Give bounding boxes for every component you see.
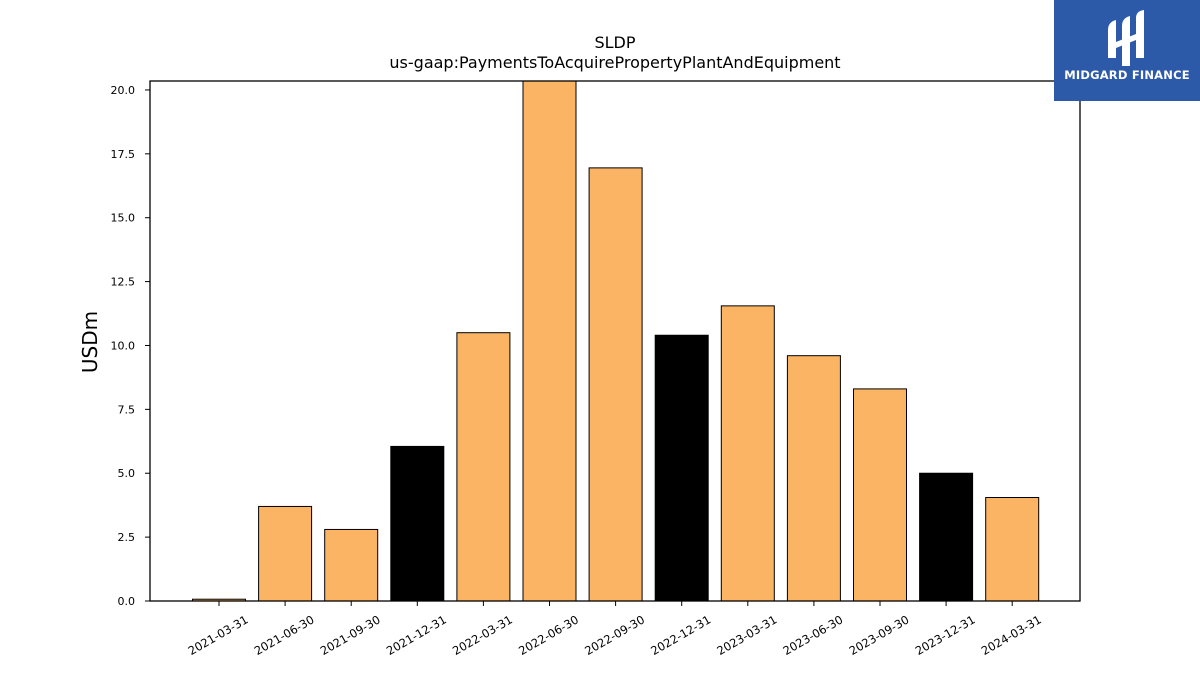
bar-2022-12-31 (654, 334, 709, 602)
chart-title: SLDP (594, 33, 635, 52)
chart-subtitle: us-gaap:PaymentsToAcquirePropertyPlantAn… (389, 53, 840, 72)
x-tick-label: 2024-03-31 (979, 612, 1044, 658)
x-tick-label: 2023-03-31 (714, 612, 779, 658)
bar-2021-12-31 (390, 445, 445, 602)
bar-2023-06-30 (786, 355, 841, 602)
x-tick-label: 2021-03-31 (186, 612, 251, 658)
bar-2023-12-31 (919, 472, 974, 602)
bar-2023-09-30 (853, 388, 907, 602)
y-tick-label: 2.5 (118, 531, 136, 544)
bar-2022-09-30 (588, 167, 643, 602)
y-tick-label: 12.5 (111, 276, 136, 289)
y-tick-label: 0.0 (118, 595, 136, 608)
bar-2021-09-30 (324, 528, 379, 602)
x-tick-label: 2023-09-30 (847, 612, 912, 658)
bar-2023-03-31 (720, 305, 775, 602)
plot-frame (149, 80, 1081, 602)
x-tick-label: 2022-03-31 (450, 612, 515, 658)
y-tick-label: 20.0 (111, 84, 136, 97)
x-tick-label: 2023-12-31 (913, 612, 978, 658)
logo-mark-icon (1108, 10, 1144, 66)
bars-group (192, 80, 1040, 602)
y-tick-label: 17.5 (111, 148, 136, 161)
x-tick-label: 2022-12-31 (648, 612, 713, 658)
x-tick-label: 2022-09-30 (582, 612, 647, 658)
x-tick-label: 2021-12-31 (384, 612, 449, 658)
x-axis: 2021-03-31 2021-06-30 2021-09-30 2021-12-31… (186, 601, 1044, 658)
y-tick-label: 15.0 (111, 212, 136, 225)
bar-2021-06-30 (258, 505, 313, 602)
y-tick-label: 5.0 (118, 467, 136, 480)
x-tick-label: 2022-06-30 (516, 612, 581, 658)
y-tick-label: 10.0 (111, 339, 136, 352)
x-tick-label: 2021-06-30 (252, 612, 317, 658)
bar-2022-06-30 (522, 80, 577, 602)
bar-2022-03-31 (456, 332, 511, 602)
brand-logo: MIDGARD FINANCE (1054, 0, 1200, 101)
logo-text: MIDGARD FINANCE (1064, 68, 1190, 82)
y-axis-label: USDm (78, 311, 102, 373)
x-tick-label: 2021-09-30 (318, 612, 383, 658)
bar-2024-03-31 (985, 497, 1040, 602)
y-axis: 0.0 2.5 5.0 7.5 10.0 12.5 15.0 17.5 20.0 (111, 84, 150, 608)
y-tick-label: 7.5 (118, 403, 136, 416)
x-tick-label: 2023-06-30 (781, 612, 846, 658)
